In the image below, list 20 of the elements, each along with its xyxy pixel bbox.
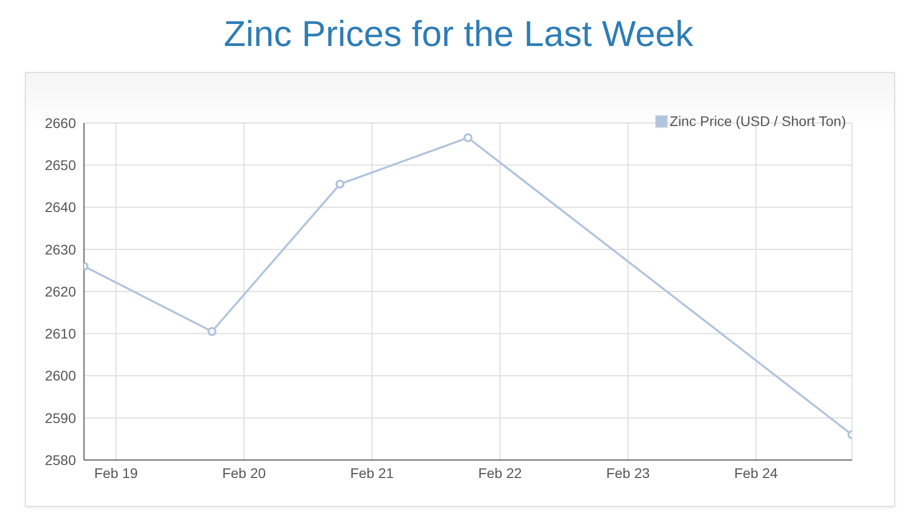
point xyxy=(208,327,216,336)
y-tick-label: 2600 xyxy=(44,368,76,384)
y-tick-label: 2580 xyxy=(44,452,76,468)
x-tick-label: Feb 21 xyxy=(350,464,394,481)
y-tick-label: 2590 xyxy=(44,410,76,426)
x-tick-label: Feb 23 xyxy=(606,464,650,481)
legend-label: Zinc Price (USD / Short Ton) xyxy=(670,113,846,129)
x-tick-label: Feb 22 xyxy=(478,464,522,481)
chart-title: Zinc Prices for the Last Week xyxy=(222,12,694,56)
point xyxy=(336,180,344,189)
y-tick-label: 2660 xyxy=(44,114,76,131)
point xyxy=(464,133,472,142)
x-tick-label: Feb 20 xyxy=(222,464,266,481)
y-tick-label: 2620 xyxy=(44,283,76,300)
y-tick-label: 2630 xyxy=(44,241,76,258)
y-tick-label: 2650 xyxy=(44,157,76,174)
x-tick-label: Feb 24 xyxy=(734,464,778,481)
y-tick-label: 2610 xyxy=(44,326,76,342)
y-tick-label: 2640 xyxy=(44,199,76,216)
x-tick-label: Feb 19 xyxy=(94,464,138,481)
